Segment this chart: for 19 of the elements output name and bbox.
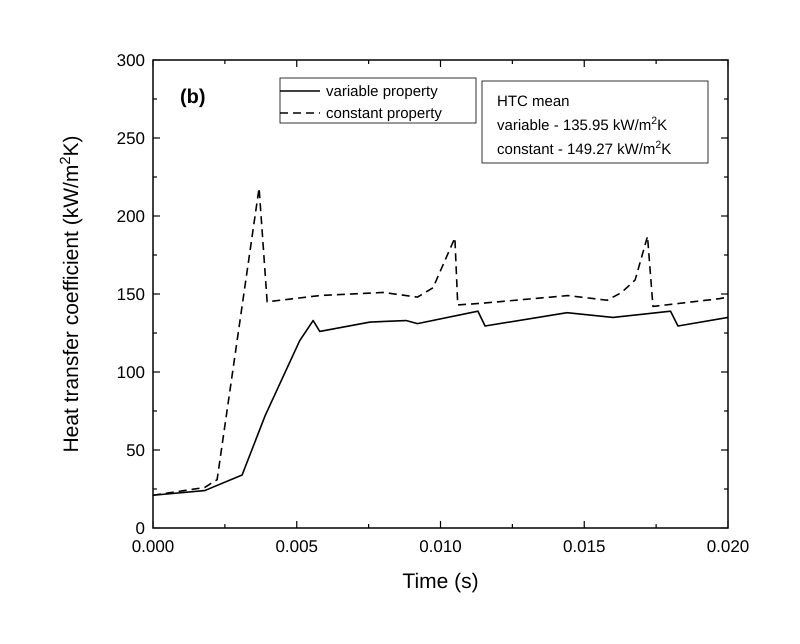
- x-tick-label: 0.020: [706, 537, 750, 556]
- y-tick-label: 50: [126, 441, 145, 460]
- y-tick-label: 100: [116, 363, 145, 382]
- x-tick-label: 0.000: [132, 537, 174, 556]
- x-tick-label: 0.005: [275, 537, 318, 556]
- legend-label: constant property: [326, 105, 442, 122]
- y-tick-label: 0: [136, 519, 145, 538]
- annotation: variable - 135.95 kW/m$^{2}$K: [497, 115, 668, 134]
- y-tick-label: 300: [116, 51, 145, 70]
- annotation: HTC mean: [497, 93, 570, 110]
- y-tick-label: 150: [116, 285, 145, 304]
- legend-label: variable property: [326, 83, 438, 100]
- annotation: constant - 149.27 kW/m$^{2}$K: [497, 139, 672, 158]
- annotation: (b): [180, 86, 206, 108]
- y-tick-label: 250: [116, 129, 145, 148]
- y-tick-label: 200: [116, 207, 145, 226]
- x-tick-label: 0.015: [562, 537, 606, 556]
- x-axis-title: Time (s): [402, 570, 479, 593]
- x-tick-label: 0.010: [419, 537, 462, 556]
